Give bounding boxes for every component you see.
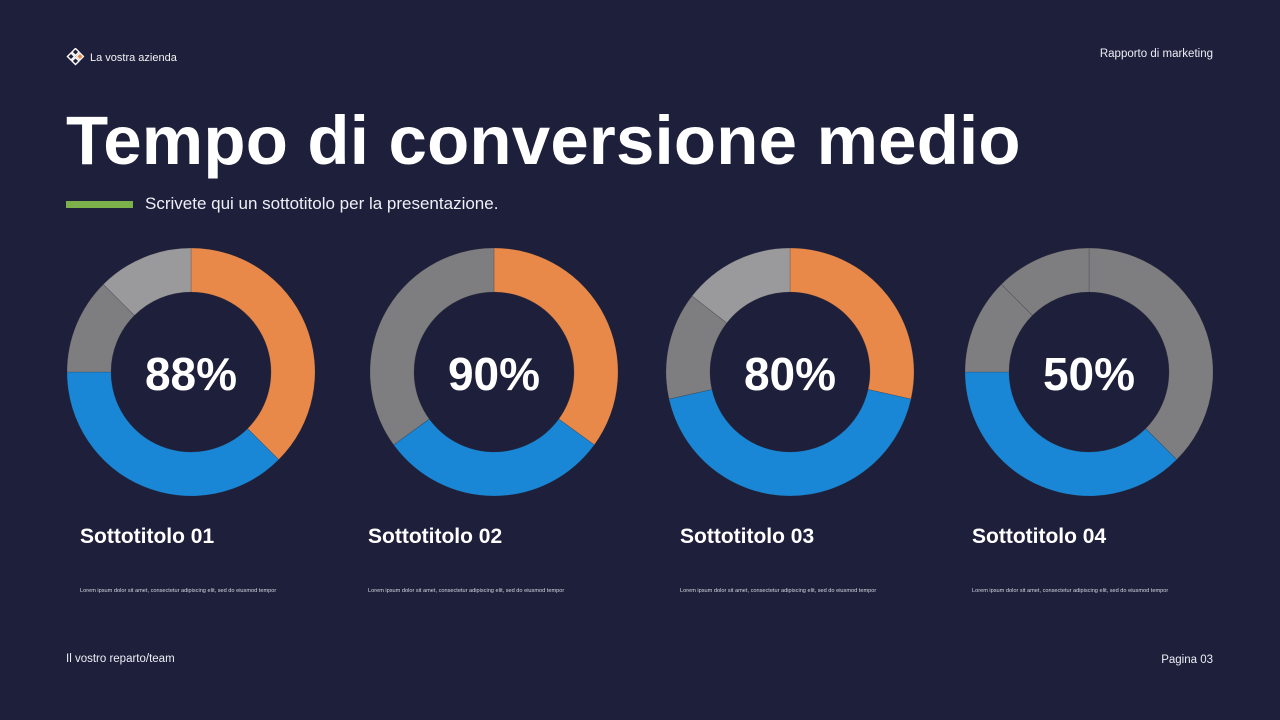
donut-svg: [66, 247, 316, 497]
diamond-grid-logo-icon: [66, 48, 85, 66]
caption-description: Lorem ipsum dolor sit amet, consectetur …: [368, 588, 565, 594]
donut-svg: [369, 247, 619, 497]
donut-chart-3: 80%: [665, 247, 915, 497]
donut-slice-blue: [964, 371, 1178, 497]
donut-value-label: 50%: [1042, 348, 1136, 400]
donut-value-label: 88%: [144, 348, 238, 400]
caption-title: Sottotitolo 02: [368, 525, 503, 548]
donut-slice-gray-a: [1088, 247, 1214, 461]
donut-chart-4: 50%: [964, 247, 1214, 497]
donut-slice-gray-light: [691, 247, 791, 324]
donut-slice-blue: [668, 389, 912, 497]
caption-description: Lorem ipsum dolor sit amet, consectetur …: [680, 588, 877, 594]
donut-value-label: 80%: [743, 348, 837, 400]
brand: La vostra azienda: [66, 48, 177, 68]
caption-title: Sottotitolo 03: [680, 525, 815, 548]
donut-slice-blue: [393, 418, 595, 497]
donut-svg: [665, 247, 915, 497]
caption-3: Sottotitolo 03 Lorem ipsum dolor sit ame…: [680, 524, 940, 594]
report-label: Rapporto di marketing: [1099, 48, 1213, 60]
caption-description: Lorem ipsum dolor sit amet, consectetur …: [80, 588, 277, 594]
donut-chart-2: 90%: [369, 247, 619, 497]
page-subtitle: Scrivete qui un sottotitolo per la prese…: [145, 194, 499, 213]
donut-slice-gray-light: [102, 247, 192, 316]
donut-slice-orange: [190, 247, 316, 461]
subtitle-row: Scrivete qui un sottotitolo per la prese…: [66, 194, 498, 214]
page-number: Pagina 03: [1161, 654, 1213, 666]
page-title: Tempo di conversione medio: [66, 102, 1021, 179]
donut-slice-gray: [369, 247, 495, 446]
caption-1: Sottotitolo 01 Lorem ipsum dolor sit ame…: [80, 524, 340, 594]
donut-chart-1: 88%: [66, 247, 316, 497]
donut-slice-orange: [493, 247, 619, 446]
caption-title: Sottotitolo 01: [80, 525, 215, 548]
donut-slice-blue: [66, 371, 280, 497]
caption-description: Lorem ipsum dolor sit amet, consectetur …: [972, 588, 1169, 594]
donut-svg: [964, 247, 1214, 497]
footer-team: Il vostro reparto/team: [66, 653, 175, 665]
donut-value-label: 90%: [447, 348, 541, 400]
accent-bar: [66, 200, 133, 208]
caption-4: Sottotitolo 04 Lorem ipsum dolor sit ame…: [972, 524, 1232, 594]
brand-name: La vostra azienda: [90, 52, 177, 64]
caption-title: Sottotitolo 04: [972, 525, 1107, 548]
donut-slice-orange: [789, 247, 915, 400]
donut-slice-gray-c: [1000, 247, 1090, 316]
caption-2: Sottotitolo 02 Lorem ipsum dolor sit ame…: [368, 524, 628, 594]
